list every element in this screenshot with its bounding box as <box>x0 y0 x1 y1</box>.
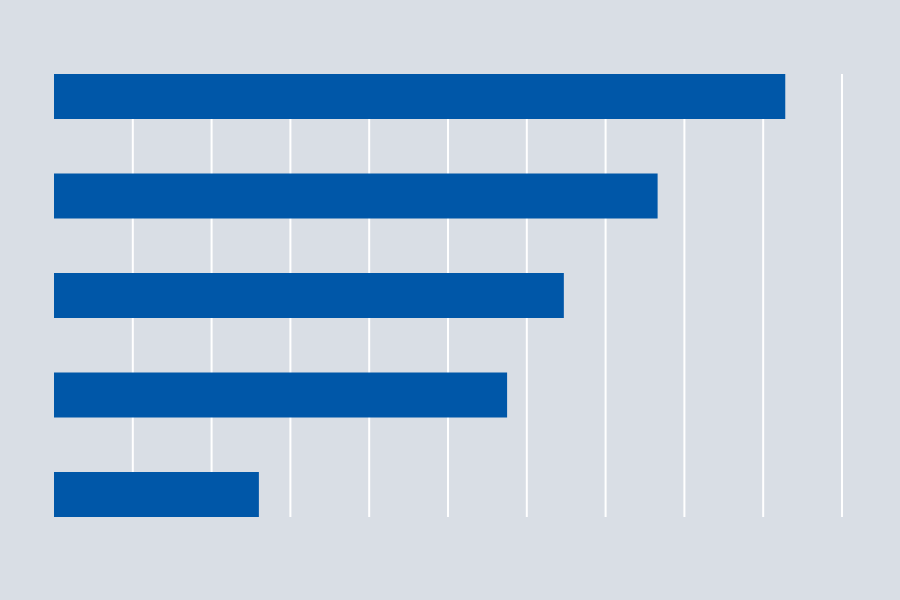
bar-5 <box>54 472 259 517</box>
bar-1 <box>54 74 786 119</box>
bar-2 <box>54 173 658 219</box>
bars <box>54 74 786 517</box>
bar-4 <box>54 372 508 418</box>
bar-3 <box>54 273 564 318</box>
